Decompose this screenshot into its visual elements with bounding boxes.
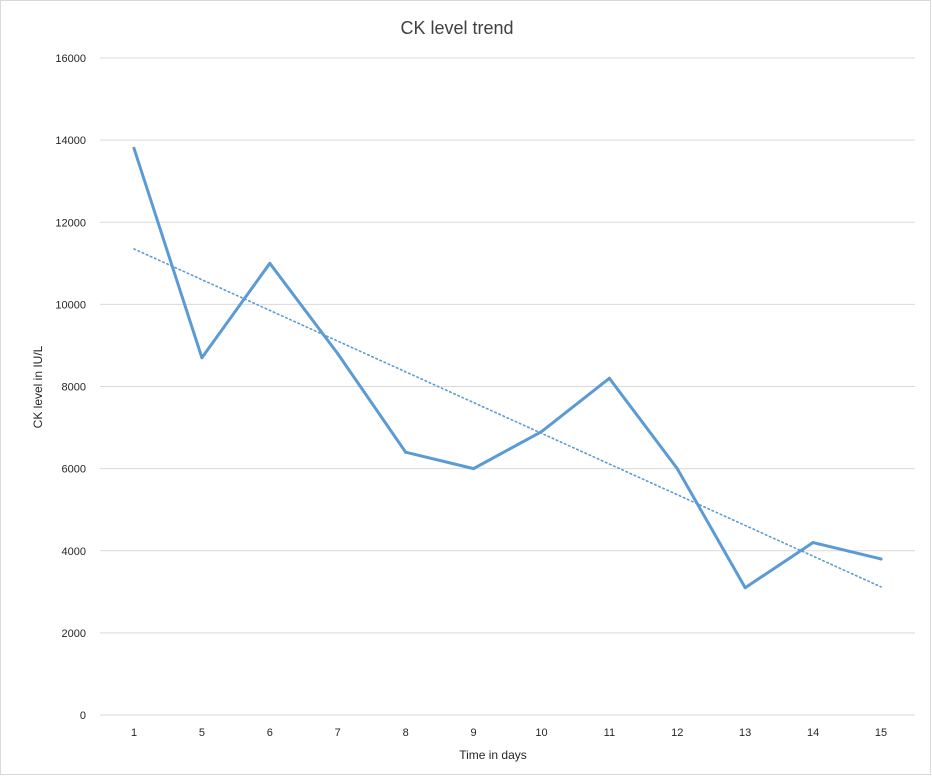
data-point-6: [268, 261, 272, 265]
x-axis-label: Time in days: [459, 748, 527, 762]
y-tick-label-6000: 6000: [62, 464, 86, 476]
y-tick-label-8000: 8000: [62, 382, 86, 394]
gridlines: [100, 57, 915, 716]
x-tick-label-9: 9: [470, 727, 476, 739]
x-tick-label-1: 1: [131, 727, 137, 739]
y-tick-label-2000: 2000: [62, 628, 86, 640]
data-point-15: [879, 557, 883, 561]
y-tick-label-10000: 10000: [55, 299, 86, 311]
data-point-7: [336, 352, 340, 356]
x-tick-label-6: 6: [267, 727, 273, 739]
x-tick-label-15: 15: [875, 727, 887, 739]
x-tick-label-12: 12: [671, 727, 683, 739]
x-tick-label-5: 5: [199, 727, 205, 739]
x-tick-label-11: 11: [604, 727, 615, 739]
series-line-0: [132, 146, 883, 590]
y-tick-label-4000: 4000: [62, 546, 86, 558]
x-tick-label-7: 7: [335, 727, 341, 739]
data-point-13: [743, 586, 747, 590]
x-axis-ticks: 1 5 6 7 8 9 10 11 12 13 14 15: [131, 727, 887, 739]
y-axis-label: CK level in IU/L: [31, 345, 45, 428]
y-tick-label-14000: 14000: [55, 135, 86, 147]
trendline: [133, 248, 882, 588]
y-axis-ticks: 0 2000 4000 6000 8000 10000 12000 14000 16000: [55, 53, 86, 722]
data-point-14: [811, 541, 815, 545]
y-tick-label-12000: 12000: [55, 217, 86, 229]
chart-title: CK level trend: [400, 18, 513, 38]
data-point-12: [675, 467, 679, 471]
x-tick-label-8: 8: [403, 727, 409, 739]
y-tick-label-0: 0: [80, 710, 86, 722]
data-point-5: [200, 356, 204, 360]
data-point-9: [472, 467, 476, 471]
series-layer: [132, 146, 883, 590]
data-point-1: [132, 146, 136, 150]
x-tick-label-10: 10: [535, 727, 547, 739]
data-point-8: [404, 450, 408, 454]
data-point-11: [607, 376, 611, 380]
x-tick-label-13: 13: [739, 727, 751, 739]
x-tick-label-14: 14: [807, 727, 819, 739]
y-tick-label-16000: 16000: [55, 53, 86, 65]
